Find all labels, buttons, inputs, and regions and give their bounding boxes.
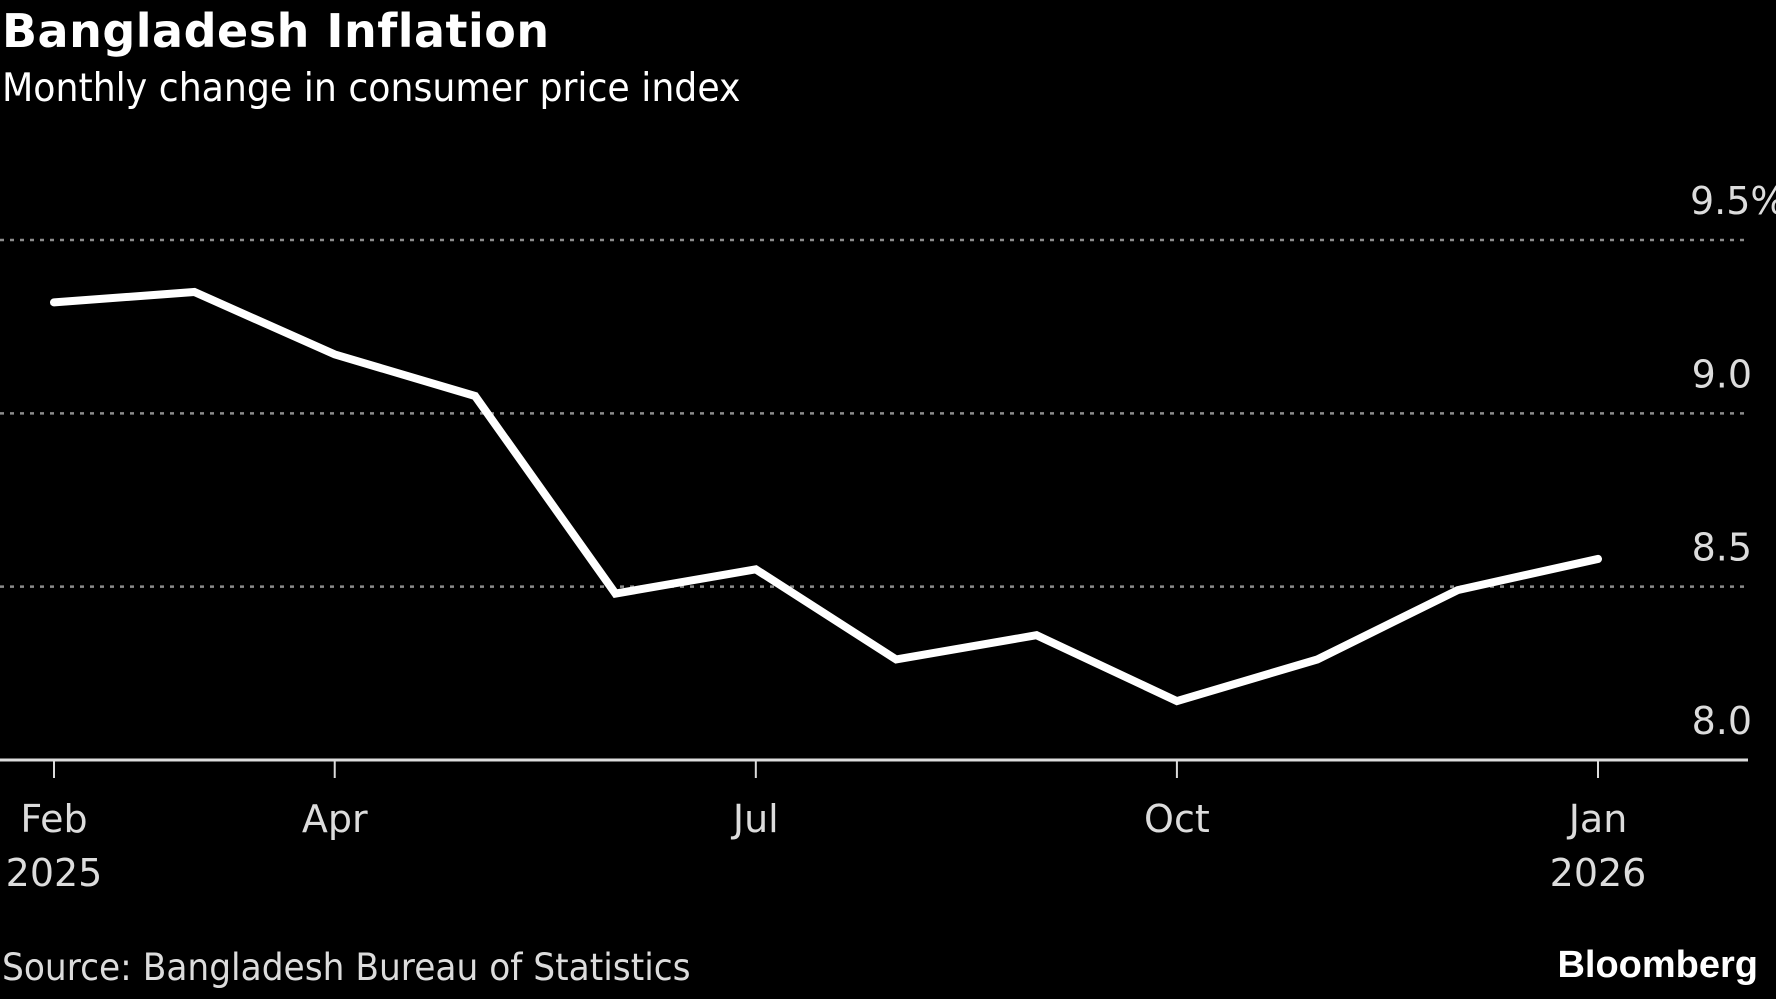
x-tick-label: Jul — [731, 797, 779, 841]
y-axis-ticks: 8.0 8.5 9.0 9.5% — [1690, 179, 1776, 743]
x-tick-sublabel: 2026 — [1550, 851, 1647, 895]
y-tick-label: 8.5 — [1692, 526, 1752, 570]
x-tick-label: Jan — [1567, 797, 1628, 841]
x-axis-ticks: Feb 2025 Apr Jul Oct Jan 2026 — [6, 760, 1647, 895]
gridlines — [0, 238, 1748, 588]
source-note: Source: Bangladesh Bureau of Statistics — [2, 946, 691, 989]
y-tick-label: 9.5% — [1690, 179, 1776, 223]
x-tick-label: Feb — [20, 797, 87, 841]
x-tick-label: Oct — [1144, 797, 1210, 841]
chart-title: Bangladesh Inflation — [2, 4, 550, 58]
series-line — [50, 287, 1602, 706]
chart-subtitle: Monthly change in consumer price index — [2, 66, 741, 111]
series — [50, 287, 1602, 706]
bloomberg-logo: Bloomberg — [1557, 944, 1758, 986]
x-tick-label: Apr — [302, 797, 368, 841]
x-tick-sublabel: 2025 — [6, 851, 103, 895]
y-tick-label: 8.0 — [1692, 699, 1752, 743]
y-tick-label: 9.0 — [1692, 352, 1752, 396]
